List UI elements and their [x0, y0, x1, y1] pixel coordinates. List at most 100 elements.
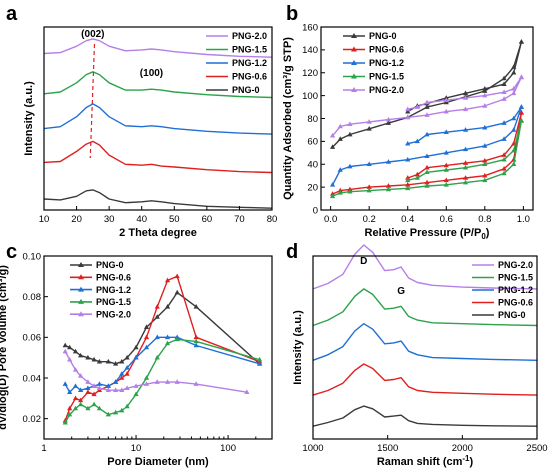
data-point — [482, 158, 488, 163]
data-point — [405, 114, 411, 120]
data-point — [62, 381, 68, 386]
legend-label: PNG-2.0 — [96, 309, 131, 319]
data-point — [78, 387, 84, 392]
data-point — [329, 132, 336, 138]
data-point — [366, 187, 372, 193]
data-point — [143, 381, 150, 386]
data-point — [329, 144, 336, 149]
data-point — [105, 358, 111, 364]
data-point — [482, 143, 488, 148]
data-point — [482, 85, 488, 91]
data-point — [119, 358, 125, 364]
data-point — [347, 163, 353, 169]
series-c-png-0-6 — [62, 273, 263, 423]
plot-frame — [312, 255, 538, 440]
series-line — [43, 189, 273, 209]
data-point — [143, 334, 150, 340]
legend-marker — [351, 60, 357, 65]
legend-marker — [78, 286, 84, 292]
data-point — [414, 138, 420, 144]
annotation-002: (002) — [81, 29, 104, 40]
legend-marker — [78, 298, 84, 304]
data-point — [424, 99, 430, 105]
data-point — [133, 354, 139, 360]
x-axis-title-sub: 0 — [481, 232, 486, 241]
panel-letter-c: c — [6, 241, 17, 263]
data-point — [462, 175, 469, 180]
series-line — [312, 244, 538, 290]
data-point — [113, 409, 119, 415]
data-point — [443, 182, 449, 187]
x-axis-title: Relative Pressure (P/P0) — [365, 227, 490, 241]
x-tick-label: 40 — [136, 214, 147, 225]
data-point — [347, 131, 353, 137]
x-axis-title-main: Relative Pressure (P/P — [365, 227, 482, 239]
data-point — [347, 121, 353, 127]
y-tick-label: 0.08 — [23, 292, 42, 303]
data-point — [347, 188, 353, 194]
data-point — [119, 371, 125, 376]
legend-marker — [78, 274, 84, 280]
series-c-png-2-0 — [62, 348, 250, 395]
data-point — [424, 169, 430, 175]
data-point — [174, 336, 180, 342]
x-tick-label: 0.0 — [324, 214, 337, 225]
data-point — [511, 147, 517, 153]
y-tick-label: 0.02 — [23, 414, 42, 425]
legend-label: PNG-0.6 — [96, 273, 131, 283]
data-point — [501, 96, 507, 101]
x-axis-title-end: ) — [470, 456, 474, 468]
data-point — [143, 375, 150, 380]
series-d-png-0 — [312, 405, 538, 427]
legend-label: PNG-1.2 — [232, 58, 267, 68]
legend-label: PNG-2.0 — [369, 85, 404, 95]
data-point — [518, 117, 525, 123]
legend: PNG-0 PNG-0.6 PNG-1.2 PNG-1.5 PNG-2.0 — [70, 260, 131, 319]
data-point — [518, 109, 525, 115]
x-tick-label: 30 — [104, 214, 115, 225]
data-point — [85, 379, 91, 384]
data-point — [424, 112, 430, 117]
data-point — [174, 379, 180, 384]
plot-frame — [43, 255, 273, 440]
data-point — [462, 160, 469, 165]
data-point — [462, 127, 469, 132]
data-point — [154, 314, 160, 319]
data-point — [424, 164, 430, 170]
series-d-png-0-6 — [312, 363, 538, 396]
series-d-png-1-5 — [312, 288, 538, 327]
data-point — [518, 104, 525, 109]
y-tick-label: 80 — [307, 114, 318, 125]
legend-label: PNG-0.6 — [369, 45, 404, 55]
series-a-png-1-5 — [43, 71, 273, 99]
chart-panel-d: d 1000 1500 2000 2500 Raman shift (cm-1) Inten… — [286, 241, 548, 468]
data-point — [164, 379, 171, 384]
series-line — [43, 71, 273, 99]
data-point — [329, 182, 336, 187]
x-axis-title-main: Pore Diameter (nm) — [107, 456, 209, 468]
data-point — [501, 166, 507, 171]
data-point — [124, 371, 130, 376]
data-point — [482, 161, 488, 167]
data-point — [96, 381, 103, 386]
data-point — [124, 403, 130, 409]
data-point — [174, 289, 180, 295]
data-point — [385, 159, 392, 164]
data-point — [366, 125, 372, 131]
data-point — [124, 385, 130, 390]
data-point — [501, 152, 507, 157]
y-tick-label: 140 — [302, 45, 318, 56]
data-point — [124, 365, 130, 370]
legend: PNG-0 PNG-0.6 PNG-1.2 PNG-1.5 PNG-2.0 — [343, 31, 404, 95]
x-tick-label: 80 — [267, 214, 278, 225]
data-point — [405, 156, 411, 162]
legend-marker — [78, 262, 84, 267]
data-point — [385, 120, 392, 125]
series-b-png-2-0 — [329, 74, 525, 138]
data-point — [119, 375, 125, 380]
data-point — [72, 367, 79, 372]
data-point — [193, 334, 199, 340]
data-point — [511, 161, 517, 167]
data-point — [501, 170, 507, 176]
